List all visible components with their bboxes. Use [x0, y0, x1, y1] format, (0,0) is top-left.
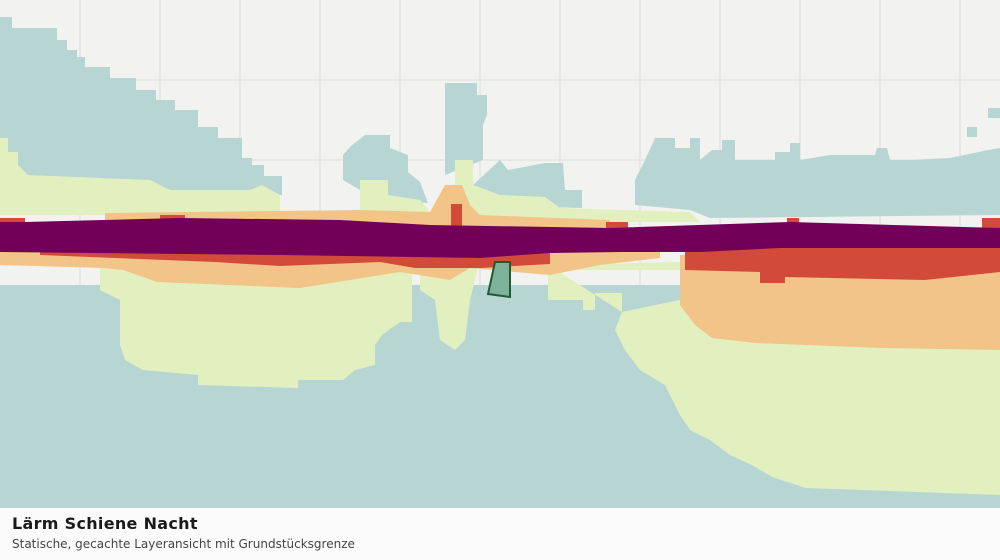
- parcel-boundary: [486, 261, 511, 299]
- footer: Lärm Schiene Nacht Statische, gecachte L…: [0, 508, 1000, 560]
- map-title: Lärm Schiene Nacht: [12, 514, 198, 533]
- noise-zone-extreme: [0, 218, 1000, 258]
- noise-map: [0, 0, 1000, 508]
- map-subtitle: Statische, gecachte Layeransicht mit Gru…: [12, 537, 355, 551]
